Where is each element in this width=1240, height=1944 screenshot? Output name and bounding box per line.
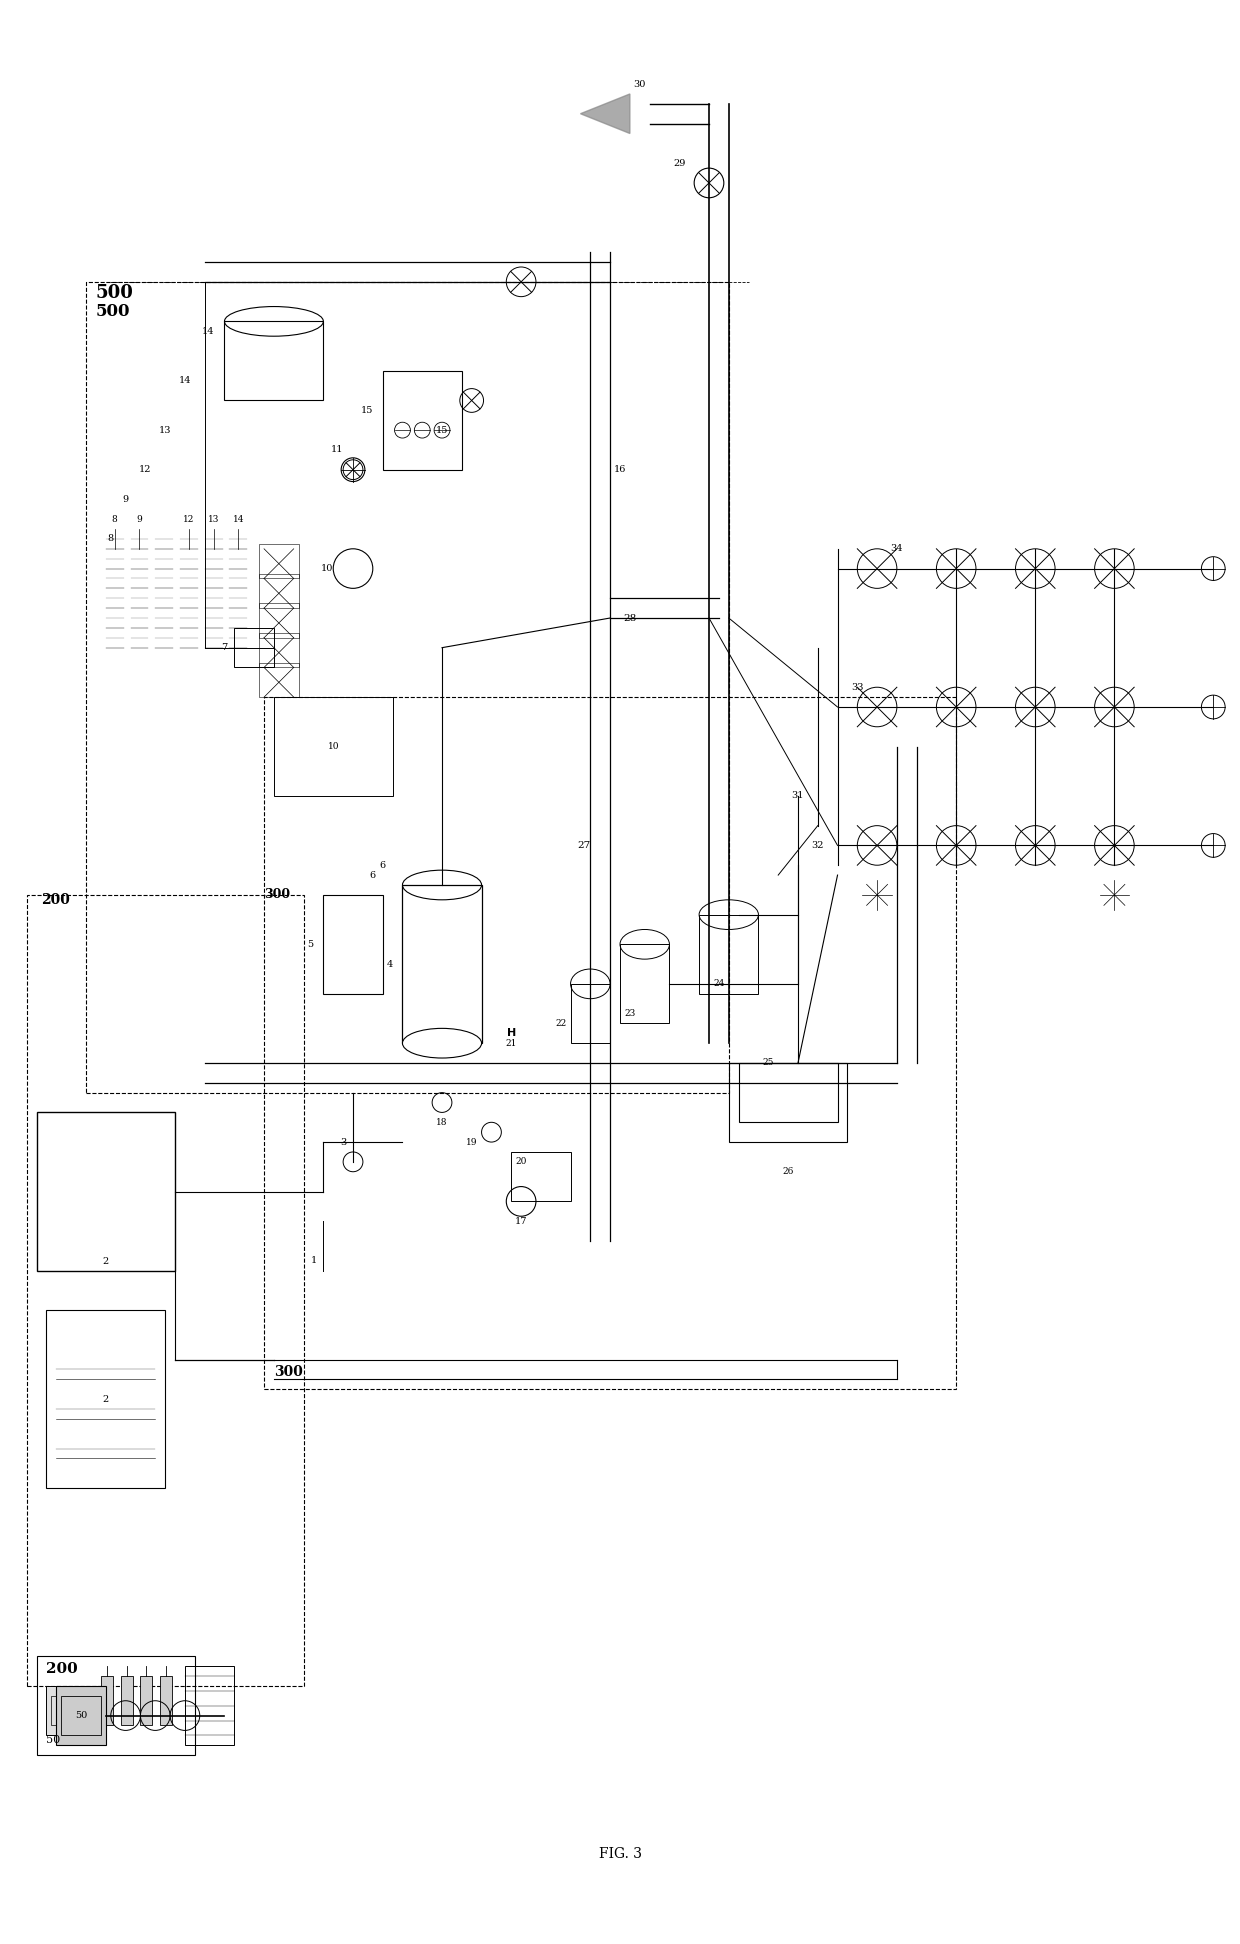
- Text: 11: 11: [331, 445, 343, 455]
- Text: 13: 13: [208, 515, 219, 523]
- Polygon shape: [580, 93, 630, 134]
- Text: 8: 8: [108, 535, 114, 544]
- Bar: [274, 698, 393, 795]
- Bar: [259, 603, 299, 638]
- Text: 19: 19: [466, 1137, 477, 1147]
- Text: 200: 200: [42, 892, 71, 906]
- Bar: [383, 371, 461, 470]
- Text: 9: 9: [123, 496, 129, 503]
- Text: 50: 50: [46, 1736, 61, 1746]
- Text: 34: 34: [890, 544, 903, 554]
- Text: 2: 2: [103, 1256, 109, 1266]
- Text: 12: 12: [139, 465, 151, 474]
- Bar: [140, 1676, 153, 1726]
- Text: 16: 16: [614, 465, 626, 474]
- Bar: [61, 1695, 100, 1736]
- Bar: [739, 1063, 837, 1122]
- Text: 200: 200: [46, 1662, 78, 1676]
- Text: 6: 6: [379, 861, 386, 869]
- Text: 10: 10: [321, 564, 334, 573]
- Text: 2: 2: [103, 1394, 109, 1404]
- Bar: [100, 1676, 113, 1726]
- Text: 1: 1: [310, 1256, 316, 1266]
- Bar: [259, 544, 299, 579]
- Bar: [51, 1695, 81, 1726]
- Text: 300: 300: [274, 1365, 303, 1380]
- Text: 3: 3: [340, 1137, 346, 1147]
- Bar: [570, 984, 610, 1044]
- Text: 9: 9: [136, 515, 143, 523]
- Bar: [185, 1666, 234, 1746]
- Text: 5: 5: [308, 939, 314, 949]
- Bar: [234, 628, 274, 667]
- Text: 17: 17: [515, 1217, 527, 1225]
- Text: 500: 500: [95, 284, 134, 301]
- Text: 26: 26: [782, 1166, 794, 1176]
- Bar: [86, 282, 729, 1093]
- Text: 22: 22: [556, 1019, 567, 1028]
- Bar: [259, 663, 299, 698]
- Text: 500: 500: [95, 303, 130, 321]
- Text: 15: 15: [435, 426, 448, 435]
- Text: 21: 21: [506, 1038, 517, 1048]
- Text: H: H: [507, 1028, 516, 1038]
- Bar: [259, 573, 299, 608]
- Text: 8: 8: [112, 515, 118, 523]
- Text: 30: 30: [634, 80, 646, 89]
- Text: 10: 10: [327, 743, 339, 750]
- Bar: [46, 1310, 165, 1489]
- Text: 300: 300: [264, 888, 290, 902]
- Text: 15: 15: [361, 406, 373, 414]
- Bar: [729, 1063, 847, 1141]
- Bar: [160, 1676, 172, 1726]
- Bar: [37, 1112, 175, 1271]
- Text: FIG. 3: FIG. 3: [599, 1847, 641, 1860]
- Bar: [37, 1656, 195, 1755]
- Bar: [27, 894, 304, 1685]
- Bar: [56, 1685, 105, 1746]
- Text: 7: 7: [222, 643, 228, 651]
- Text: 13: 13: [159, 426, 171, 435]
- Text: 24: 24: [713, 980, 724, 988]
- Text: 4: 4: [387, 960, 393, 968]
- Text: 25: 25: [763, 1058, 774, 1067]
- Text: 29: 29: [673, 159, 686, 167]
- Bar: [224, 321, 324, 400]
- Text: 6: 6: [370, 871, 376, 879]
- Text: 14: 14: [202, 327, 215, 336]
- Bar: [511, 1153, 570, 1201]
- Text: 23: 23: [624, 1009, 636, 1019]
- Bar: [120, 1676, 133, 1726]
- Bar: [620, 945, 670, 1023]
- Text: 27: 27: [577, 842, 590, 850]
- Text: 50: 50: [74, 1711, 87, 1720]
- Text: 33: 33: [851, 682, 863, 692]
- Bar: [403, 885, 481, 1044]
- Text: 20: 20: [516, 1157, 527, 1166]
- Text: 32: 32: [811, 842, 825, 850]
- Bar: [259, 634, 299, 667]
- Bar: [699, 914, 759, 993]
- Text: 31: 31: [791, 791, 805, 801]
- Ellipse shape: [403, 1028, 481, 1058]
- Text: 14: 14: [233, 515, 244, 523]
- Text: 12: 12: [184, 515, 195, 523]
- Bar: [46, 1685, 86, 1736]
- Text: 14: 14: [179, 377, 191, 385]
- Text: 28: 28: [624, 614, 636, 622]
- Bar: [264, 698, 956, 1390]
- Bar: [324, 894, 383, 993]
- Text: 18: 18: [436, 1118, 448, 1128]
